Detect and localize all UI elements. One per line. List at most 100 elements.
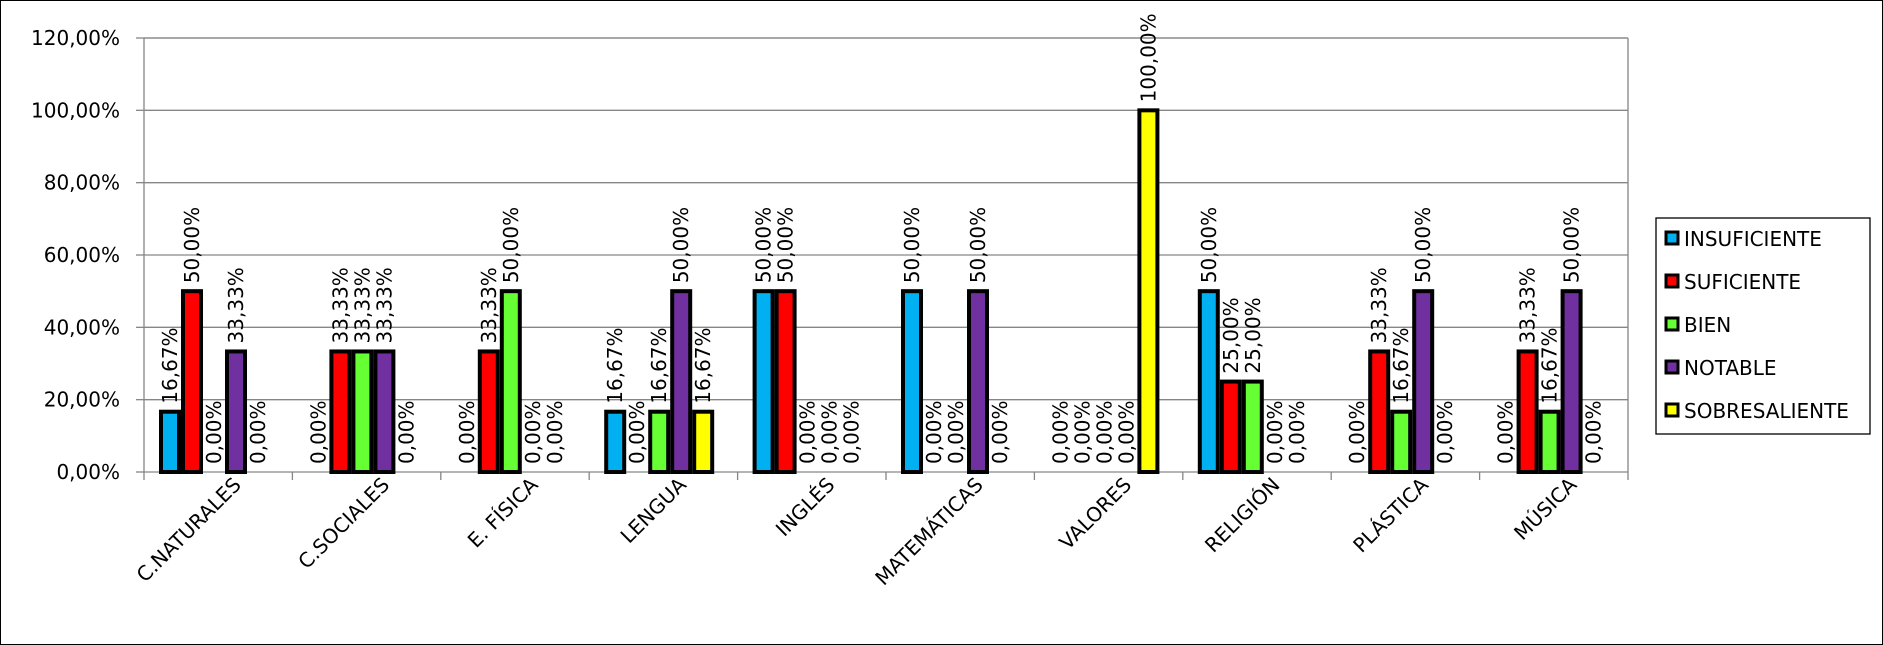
data-label: 50,00% — [900, 207, 924, 283]
data-label: 50,00% — [180, 207, 204, 283]
data-label: 33,33% — [1516, 267, 1540, 343]
legend-swatch — [1666, 318, 1678, 330]
data-label: 0,00% — [922, 400, 946, 464]
x-tick-label: INGLÉS — [771, 473, 839, 541]
bar — [1139, 110, 1157, 472]
x-tick-label: C.NATURALES — [132, 473, 246, 587]
y-tick-label: 20,00% — [44, 388, 120, 412]
data-label: 0,00% — [1582, 400, 1606, 464]
bar — [183, 291, 201, 472]
legend-label: SOBRESALIENTE — [1684, 399, 1849, 423]
bar — [694, 412, 712, 472]
bar — [1392, 412, 1410, 472]
bar — [480, 351, 498, 472]
data-label: 0,00% — [1263, 400, 1287, 464]
bar — [1244, 382, 1262, 472]
y-tick-label: 80,00% — [44, 171, 120, 195]
bar — [1563, 291, 1581, 472]
x-tick-label: PLÁSTICA — [1348, 472, 1433, 557]
data-label: 0,00% — [202, 400, 226, 464]
legend-label: NOTABLE — [1684, 356, 1777, 380]
legend-swatch — [1666, 404, 1678, 416]
y-tick-label: 100,00% — [31, 98, 120, 122]
y-tick-label: 40,00% — [44, 315, 120, 339]
x-tick-label: MÚSICA — [1509, 472, 1581, 544]
bar — [161, 412, 179, 472]
data-label: 50,00% — [1560, 207, 1584, 283]
data-label: 33,33% — [477, 267, 501, 343]
bar — [353, 351, 371, 472]
x-tick-label: VALORES — [1054, 473, 1136, 555]
legend-label: BIEN — [1684, 313, 1731, 337]
data-label: 100,00% — [1136, 13, 1160, 102]
bar — [1370, 351, 1388, 472]
data-label: 0,00% — [1494, 400, 1518, 464]
data-label: 0,00% — [306, 400, 330, 464]
data-label: 16,67% — [647, 327, 671, 403]
data-label: 50,00% — [499, 207, 523, 283]
bar — [777, 291, 795, 472]
legend-swatch — [1666, 361, 1678, 373]
x-tick-label: C.SOCIALES — [293, 473, 394, 574]
bar — [1519, 351, 1537, 472]
data-label: 0,00% — [944, 400, 968, 464]
data-label: 0,00% — [1433, 400, 1457, 464]
data-label: 0,00% — [1092, 400, 1116, 464]
data-label: 50,00% — [669, 207, 693, 283]
data-label: 0,00% — [988, 400, 1012, 464]
bar — [1200, 291, 1218, 472]
legend-label: INSUFICIENTE — [1684, 227, 1822, 251]
data-label: 50,00% — [1411, 207, 1435, 283]
y-tick-label: 60,00% — [44, 243, 120, 267]
data-label: 0,00% — [1285, 400, 1309, 464]
legend-swatch — [1666, 275, 1678, 287]
x-tick-label: RELIGIÓN — [1200, 473, 1285, 558]
bar — [227, 351, 245, 472]
y-tick-label: 0,00% — [56, 460, 120, 484]
data-label: 16,67% — [691, 327, 715, 403]
x-tick-label: E. FÍSICA — [463, 472, 543, 552]
bar — [650, 412, 668, 472]
legend-swatch — [1666, 232, 1678, 244]
data-label: 0,00% — [1345, 400, 1369, 464]
data-label: 16,67% — [1389, 327, 1413, 403]
data-label: 0,00% — [1114, 400, 1138, 464]
data-label: 0,00% — [246, 400, 270, 464]
bar — [672, 291, 690, 472]
bar — [969, 291, 987, 472]
bar — [375, 351, 393, 472]
data-label: 33,33% — [350, 267, 374, 343]
legend-label: SUFICIENTE — [1684, 270, 1801, 294]
data-label: 25,00% — [1219, 297, 1243, 373]
x-tick-label: LENGUA — [616, 472, 692, 548]
y-tick-label: 120,00% — [31, 26, 120, 50]
data-label: 0,00% — [818, 400, 842, 464]
data-label: 0,00% — [796, 400, 820, 464]
data-label: 0,00% — [840, 400, 864, 464]
data-label: 0,00% — [543, 400, 567, 464]
bar — [903, 291, 921, 472]
data-label: 25,00% — [1241, 297, 1265, 373]
data-label: 50,00% — [966, 207, 990, 283]
bar — [331, 351, 349, 472]
bar — [1414, 291, 1432, 472]
data-label: 0,00% — [1048, 400, 1072, 464]
bar — [1541, 412, 1559, 472]
data-label: 50,00% — [774, 207, 798, 283]
data-label: 33,33% — [328, 267, 352, 343]
data-label: 16,67% — [158, 327, 182, 403]
bar — [606, 412, 624, 472]
data-label: 50,00% — [752, 207, 776, 283]
data-label: 0,00% — [394, 400, 418, 464]
bar — [502, 291, 520, 472]
data-label: 33,33% — [372, 267, 396, 343]
data-label: 50,00% — [1197, 207, 1221, 283]
data-label: 0,00% — [455, 400, 479, 464]
bar — [1222, 382, 1240, 472]
bar — [755, 291, 773, 472]
x-tick-label: MATEMÁTICAS — [870, 473, 987, 590]
data-label: 0,00% — [625, 400, 649, 464]
data-label: 0,00% — [1070, 400, 1094, 464]
data-label: 0,00% — [521, 400, 545, 464]
